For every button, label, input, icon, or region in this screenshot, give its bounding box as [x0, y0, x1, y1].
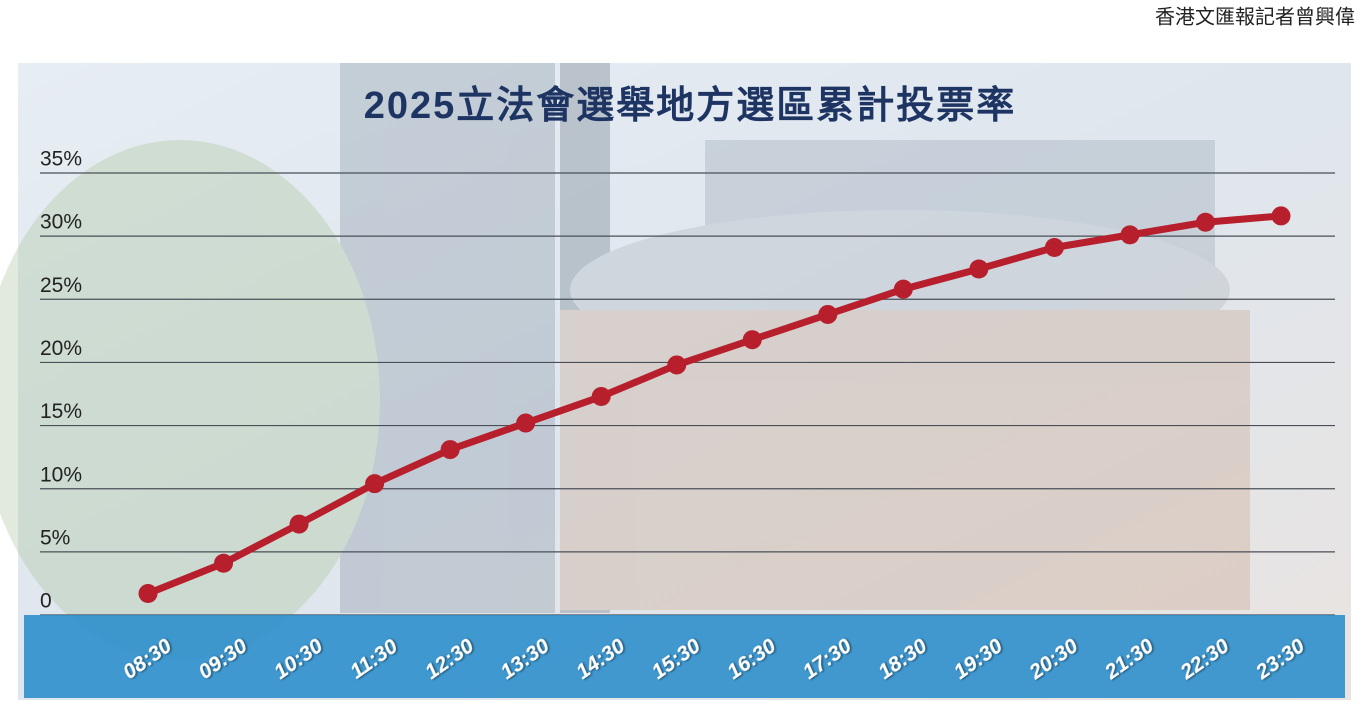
data-point [818, 304, 838, 324]
y-tick-label: 30% [40, 211, 82, 234]
data-point [742, 330, 762, 350]
data-point [591, 387, 611, 407]
y-tick-label: 0 [40, 590, 52, 613]
y-tick-label: 35% [40, 148, 82, 171]
data-point [893, 279, 913, 299]
data-point [440, 440, 460, 460]
y-tick-label: 15% [40, 400, 82, 423]
y-tick-label: 25% [40, 274, 82, 297]
data-point [667, 355, 687, 375]
photo-credit: 香港文匯報記者曾興偉 [1155, 5, 1355, 28]
data-point [1195, 212, 1215, 232]
data-point [138, 584, 158, 604]
data-point [214, 553, 234, 573]
y-tick-label: 10% [40, 463, 82, 486]
y-tick-label: 5% [40, 526, 70, 549]
x-axis-band [24, 615, 1345, 698]
data-line [144, 212, 1285, 598]
data-point [1271, 206, 1291, 226]
data-point [1044, 238, 1064, 258]
chart-background [18, 63, 1351, 700]
data-point [1120, 225, 1140, 245]
data-point [289, 514, 309, 534]
chart-title: 2025立法會選舉地方選區累計投票率 [364, 85, 1017, 127]
data-point [365, 474, 385, 494]
data-point [516, 413, 536, 433]
y-tick-label: 20% [40, 337, 82, 360]
data-point [969, 259, 989, 279]
